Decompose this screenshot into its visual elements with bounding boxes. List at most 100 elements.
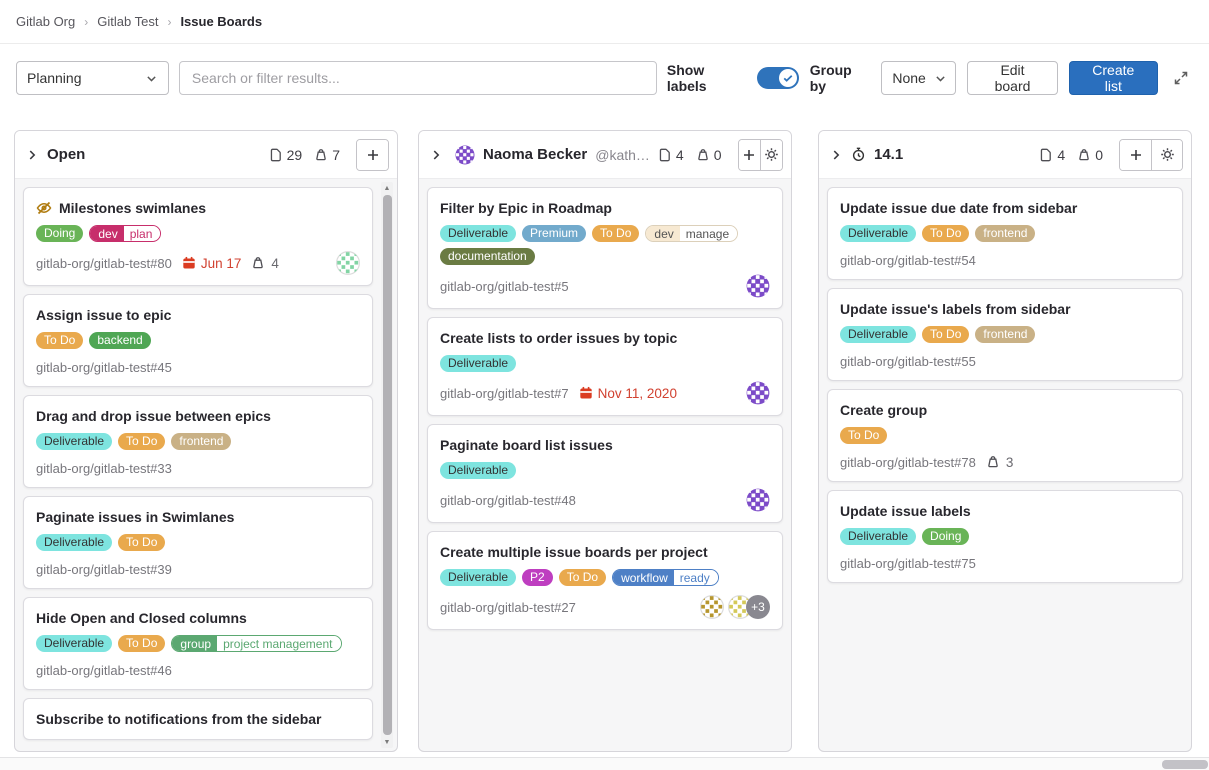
issue-card[interactable]: Hide Open and Closed columns Deliverable T… xyxy=(23,597,373,690)
label-pill[interactable]: frontend xyxy=(171,433,232,450)
chevron-down-icon xyxy=(934,72,947,85)
column-title: 14.1 xyxy=(874,146,904,163)
label-pill[interactable]: To Do xyxy=(922,225,970,242)
column-title: Open xyxy=(47,146,86,163)
collapse-column-icon[interactable] xyxy=(429,148,443,162)
label-row: Deliverable Premium To Do dev manage document… xyxy=(440,225,770,265)
card-footer: gitlab-org/gitlab-test#5 xyxy=(440,274,770,298)
label-pill[interactable]: Deliverable xyxy=(36,433,113,450)
column-actions xyxy=(356,138,389,171)
scrollbar-thumb[interactable] xyxy=(382,195,392,735)
breadcrumb-item[interactable]: Gitlab Test xyxy=(97,14,159,29)
column-card-list: Filter by Epic in Roadmap Deliverable Prem… xyxy=(419,179,791,751)
label-pill[interactable]: Deliverable xyxy=(840,528,917,545)
search-input[interactable] xyxy=(178,61,657,95)
issue-card[interactable]: Drag and drop issue between epics Deliver… xyxy=(23,395,373,488)
label-pill[interactable]: Deliverable xyxy=(440,462,517,479)
issue-card[interactable]: Filter by Epic in Roadmap Deliverable Prem… xyxy=(427,187,783,309)
add-issue-button[interactable] xyxy=(738,139,761,170)
issue-title-text: Create multiple issue boards per project xyxy=(440,544,708,560)
edit-board-button[interactable]: Edit board xyxy=(967,61,1058,95)
add-issue-button[interactable] xyxy=(1120,139,1151,170)
create-list-button[interactable]: Create list xyxy=(1068,61,1158,95)
scroll-down-arrow[interactable]: ▼ xyxy=(383,738,391,746)
horizontal-scrollbar-thumb[interactable] xyxy=(1162,760,1208,769)
label-pill[interactable]: Doing xyxy=(922,528,970,545)
board-column-assignee-naoma-becker: Naoma Becker @kath… 4 0 Filter by Epic in Ro… xyxy=(418,130,792,752)
label-row: To Do backend xyxy=(36,332,360,349)
issue-card[interactable]: Subscribe to notifications from the side… xyxy=(23,698,373,740)
label-pill[interactable]: To Do xyxy=(118,433,166,450)
issue-card[interactable]: Update issue due date from sidebar Delive… xyxy=(827,187,1183,280)
issue-reference: gitlab-org/gitlab-test#27 xyxy=(440,599,576,615)
issue-card[interactable]: Assign issue to epic To Do backend gitlab-o… xyxy=(23,294,373,387)
card-footer: gitlab-org/gitlab-test#54 xyxy=(840,251,1170,269)
label-pill[interactable]: Deliverable xyxy=(840,326,917,343)
fullscreen-button[interactable] xyxy=(1169,66,1193,90)
label-pill[interactable]: Deliverable xyxy=(440,355,517,372)
label-pill[interactable]: Premium xyxy=(522,225,587,242)
label-pill[interactable]: To Do xyxy=(922,326,970,343)
label-pill[interactable]: P2 xyxy=(522,569,553,586)
board-switcher[interactable]: Planning xyxy=(16,61,169,95)
label-pill[interactable]: backend xyxy=(89,332,151,349)
label-pill[interactable]: To Do xyxy=(558,569,607,586)
label-pill[interactable]: To Do xyxy=(36,332,84,349)
issue-title: Hide Open and Closed columns xyxy=(36,608,360,628)
column-settings-button[interactable] xyxy=(760,139,782,170)
more-assignees-badge[interactable]: +3 xyxy=(746,595,770,619)
scoped-label-workflow[interactable]: workflow ready xyxy=(612,569,719,586)
label-pill[interactable]: Deliverable xyxy=(36,534,113,551)
label-pill[interactable]: To Do xyxy=(118,635,166,652)
label-pill[interactable]: Deliverable xyxy=(440,569,517,586)
label-pill[interactable]: Deliverable xyxy=(840,225,917,242)
label-pill[interactable]: To Do xyxy=(592,225,640,242)
label-pill[interactable]: Deliverable xyxy=(36,635,113,652)
scoped-label-group[interactable]: group project management xyxy=(171,635,342,652)
issue-card[interactable]: Paginate issues in Swimlanes Deliverable T… xyxy=(23,496,373,589)
issue-title-text: Assign issue to epic xyxy=(36,307,172,323)
add-issue-button[interactable] xyxy=(357,139,388,170)
weight-icon xyxy=(696,148,710,162)
card-footer: gitlab-org/gitlab-test#7 Nov 11, 2020 xyxy=(440,381,770,405)
issue-card[interactable]: Create multiple issue boards per project… xyxy=(427,531,783,630)
breadcrumb-item[interactable]: Gitlab Org xyxy=(16,14,76,29)
issue-card[interactable]: Update issue labels Deliverable Doing gitla… xyxy=(827,490,1183,583)
issue-card[interactable]: Milestones swimlanes Doing dev plan gitlab-o… xyxy=(23,187,373,286)
weight-icon xyxy=(314,148,328,162)
issue-title: Filter by Epic in Roadmap xyxy=(440,198,770,218)
breadcrumb-item[interactable]: Issue Boards xyxy=(180,14,263,29)
label-pill[interactable]: documentation xyxy=(440,248,535,265)
board-switcher-value: Planning xyxy=(27,70,82,86)
issue-card[interactable]: Update issue's labels from sidebar Delive… xyxy=(827,288,1183,381)
issue-card[interactable]: Create lists to order issues by topic Del… xyxy=(427,317,783,416)
issue-title-text: Create group xyxy=(840,402,928,418)
column-assignee-username: @kath… xyxy=(595,146,650,163)
issue-weight: 4 xyxy=(271,255,279,271)
group-by-select[interactable]: None xyxy=(881,61,957,95)
label-pill[interactable]: frontend xyxy=(975,225,1036,242)
issue-card[interactable]: Paginate board list issues Deliverable git… xyxy=(427,424,783,523)
label-pill[interactable]: To Do xyxy=(840,427,888,444)
column-scrollbar[interactable]: ▲ ▼ xyxy=(381,182,393,748)
issue-card[interactable]: Create group To Do gitlab-org/gitlab-test#… xyxy=(827,389,1183,482)
issue-reference: gitlab-org/gitlab-test#45 xyxy=(36,359,172,375)
issue-reference: gitlab-org/gitlab-test#75 xyxy=(840,555,976,571)
horizontal-scrollbar[interactable] xyxy=(0,757,1209,770)
scoped-label-dev[interactable]: dev plan xyxy=(89,225,162,242)
scoped-label-dev[interactable]: dev manage xyxy=(645,225,739,242)
column-settings-button[interactable] xyxy=(1151,139,1182,170)
label-pill[interactable]: Doing xyxy=(36,225,84,242)
label-pill[interactable]: frontend xyxy=(975,326,1036,343)
label-pill[interactable]: To Do xyxy=(118,534,166,551)
collapse-column-icon[interactable] xyxy=(25,148,39,162)
issue-title-text: Paginate board list issues xyxy=(440,437,613,453)
label-pill[interactable]: Deliverable xyxy=(440,225,517,242)
issue-title-text: Update issue labels xyxy=(840,503,971,519)
show-labels-label: Show labels xyxy=(666,62,707,94)
issue-title: Subscribe to notifications from the side… xyxy=(36,709,360,729)
show-labels-toggle[interactable] xyxy=(756,67,799,89)
scroll-up-arrow[interactable]: ▲ xyxy=(383,184,391,192)
collapse-column-icon[interactable] xyxy=(829,148,843,162)
toggle-check-icon xyxy=(778,69,797,87)
